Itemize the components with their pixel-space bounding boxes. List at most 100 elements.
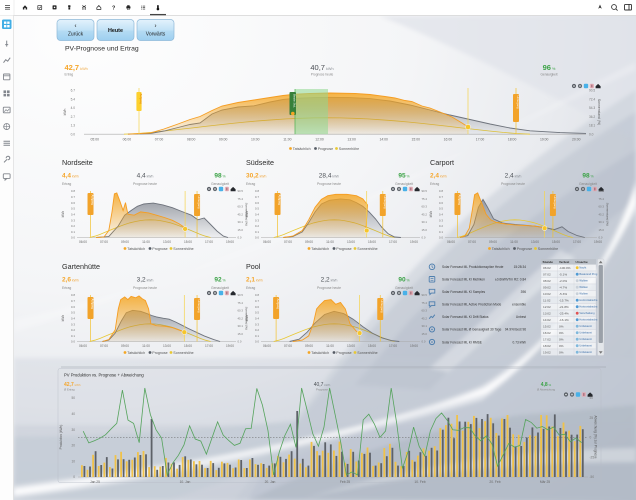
svg-text:75.4: 75.4 (422, 301, 428, 305)
svg-text:30.1: 30.1 (599, 220, 605, 224)
svg-text:13:00: 13:00 (347, 240, 355, 244)
svg-text:19:00: 19:00 (226, 344, 234, 348)
svg-text:0: 0 (73, 475, 75, 479)
svg-text:08:02: 08:02 (543, 279, 551, 283)
svg-text:07:00: 07:00 (100, 344, 108, 348)
svg-text:18:00: 18:00 (508, 137, 517, 141)
svg-text:09:00: 09:00 (305, 344, 313, 348)
svg-text:0.0: 0.0 (439, 236, 444, 240)
svg-text:Solar Forecast ML Ø Genauigkei: Solar Forecast ML Ø Genauigkeit 30 Tage (442, 328, 502, 332)
svg-text:Sonnenstand (%): Sonnenstand (%) (245, 203, 249, 226)
svg-text:Feb 25: Feb 25 (340, 480, 350, 484)
svg-text:kWh: kWh (245, 211, 249, 218)
svg-text:45.2: 45.2 (238, 316, 244, 320)
svg-text:15.0: 15.0 (599, 228, 605, 232)
svg-text:Basierend Progn.: Basierend Progn. (579, 272, 599, 276)
svg-text:-2.0%: -2.0% (559, 279, 567, 283)
svg-text:09:00: 09:00 (219, 137, 228, 141)
svg-text:72.4: 72.4 (589, 98, 595, 102)
svg-text:13:00: 13:00 (347, 137, 356, 141)
svg-text:kWh: kWh (61, 315, 65, 322)
svg-text:Abweichung (%) zur Prognose: Abweichung (%) zur Prognose (594, 415, 598, 458)
svg-text:-21.8%: -21.8% (559, 305, 569, 309)
svg-text:1.3: 1.3 (71, 124, 76, 128)
svg-text:90.5: 90.5 (599, 189, 605, 193)
svg-text:0.2: 0.2 (255, 328, 260, 332)
svg-text:?: ? (112, 6, 115, 12)
svg-text:Pool: Pool (246, 262, 261, 271)
svg-text:14:02: 14:02 (543, 318, 551, 322)
svg-text:Genauigkeit: Genauigkeit (211, 286, 229, 290)
svg-text:0.4: 0.4 (71, 316, 76, 320)
svg-text:16:02: 16:02 (543, 331, 551, 335)
svg-text:75.4: 75.4 (599, 197, 605, 201)
svg-text:45.2: 45.2 (599, 212, 605, 216)
svg-text:Sonnenhöhe: Sonnenhöhe (173, 351, 193, 355)
svg-text:0.0: 0.0 (238, 340, 242, 344)
svg-text:Verlust: Verlust (559, 260, 569, 264)
svg-text:0.0: 0.0 (71, 133, 76, 137)
svg-text:60.3: 60.3 (599, 205, 605, 209)
svg-text:19:02: 19:02 (543, 351, 551, 355)
svg-text:09:00: 09:00 (121, 344, 129, 348)
svg-text:0.8: 0.8 (255, 189, 260, 193)
svg-text:40: 40 (71, 412, 75, 416)
svg-text:17:02: 17:02 (543, 338, 551, 342)
svg-text:Untergang: Untergang (380, 300, 384, 314)
svg-text:Genauigkeit: Genauigkeit (540, 73, 557, 77)
svg-text:Beste Std.: Beste Std. (293, 94, 297, 108)
svg-text:42,7 kWh: 42,7 kWh (65, 63, 88, 72)
svg-text:Horizontabschatt.: Horizontabschatt. (579, 318, 599, 322)
svg-text:0.3: 0.3 (255, 218, 260, 222)
svg-text:07:00: 07:00 (468, 240, 476, 244)
svg-text:19:00: 19:00 (226, 240, 234, 244)
svg-text:Zurück: Zurück (68, 32, 84, 38)
svg-text:15.0: 15.0 (422, 228, 428, 232)
svg-text:98 %: 98 % (582, 173, 593, 180)
svg-text:Ø Ertrag: Ø Ertrag (64, 388, 75, 392)
svg-text:3,2 kWh: 3,2 kWh (137, 277, 154, 284)
svg-text:30: 30 (71, 428, 75, 432)
svg-text:0.0: 0.0 (422, 236, 426, 240)
svg-text:07:00: 07:00 (284, 344, 292, 348)
svg-text:0.0: 0.0 (255, 236, 260, 240)
svg-text:20: 20 (71, 444, 75, 448)
svg-text:Aufgang: Aufgang (277, 195, 281, 206)
svg-text:Heute: Heute (108, 28, 123, 34)
svg-text:0.8: 0.8 (255, 293, 260, 297)
svg-text:96 %: 96 % (543, 63, 556, 72)
svg-text:Sonnenstand (%): Sonnenstand (%) (597, 99, 601, 125)
svg-text:20. Jan: 20. Jan (265, 480, 276, 484)
svg-text:0.5: 0.5 (255, 207, 260, 211)
svg-text:06:00: 06:00 (79, 344, 87, 348)
svg-text:11:00: 11:00 (326, 344, 334, 348)
svg-text:Ø Abweichung: Ø Abweichung (537, 388, 555, 392)
svg-text:0%: 0% (559, 351, 564, 355)
svg-text:6.7: 6.7 (71, 89, 76, 93)
svg-text:19:00: 19:00 (410, 344, 418, 348)
svg-text:0.3: 0.3 (71, 218, 76, 222)
svg-text:Prognose heute: Prognose heute (311, 73, 334, 77)
svg-text:0.7: 0.7 (71, 195, 76, 199)
svg-text:12:00: 12:00 (315, 137, 324, 141)
svg-text:0.5: 0.5 (439, 207, 444, 211)
svg-text:Ertrag: Ertrag (62, 286, 71, 290)
svg-text:ensemble: ensemble (512, 303, 526, 307)
svg-text:2,6 kWh: 2,6 kWh (62, 277, 79, 284)
svg-text:Sonnenhöhe: Sonnenhöhe (357, 351, 377, 355)
svg-text:10. Jan: 10. Jan (180, 480, 191, 484)
svg-text:Prognose heute: Prognose heute (317, 286, 341, 290)
svg-text:0.5: 0.5 (71, 207, 76, 211)
svg-text:0.1: 0.1 (71, 334, 76, 338)
svg-text:0.0: 0.0 (599, 236, 603, 240)
svg-text:PV-Prognose und Ertrag: PV-Prognose und Ertrag (65, 46, 139, 53)
svg-text:0%: 0% (559, 344, 564, 348)
svg-text:Prognose: Prognose (316, 388, 328, 392)
svg-text:0.8: 0.8 (439, 189, 444, 193)
svg-text:0%: 0% (559, 331, 564, 335)
svg-text:kWh: kWh (63, 109, 67, 116)
svg-text:-5.3%: -5.3% (559, 292, 567, 296)
svg-text:13:00: 13:00 (347, 344, 355, 348)
svg-text:Sonnenstand (%): Sonnenstand (%) (245, 307, 249, 330)
svg-text:0.0: 0.0 (589, 133, 594, 137)
